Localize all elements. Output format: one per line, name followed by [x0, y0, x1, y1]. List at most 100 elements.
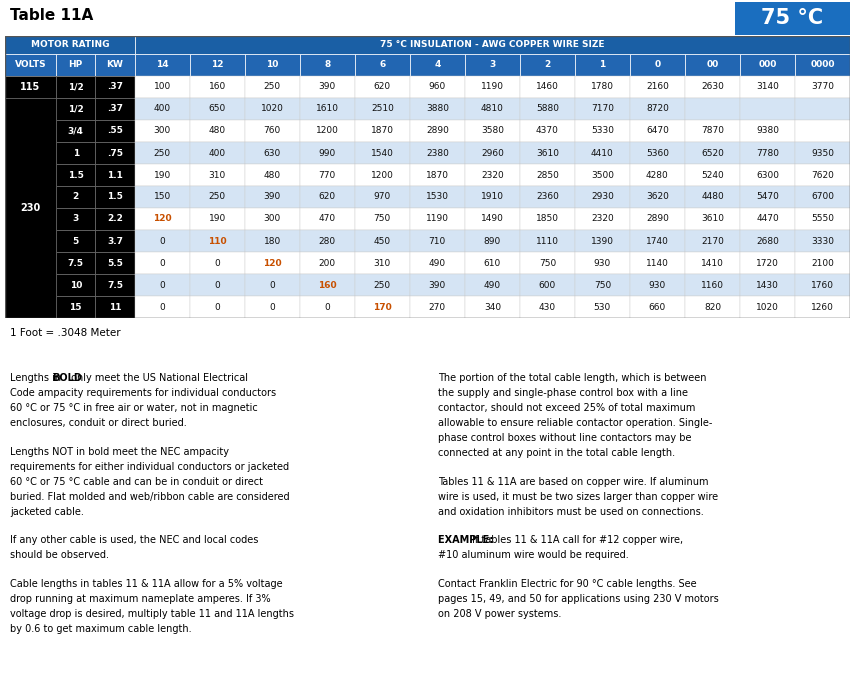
Bar	[96, 274, 135, 296]
Text: 620: 620	[319, 192, 336, 201]
Bar	[190, 252, 245, 274]
Text: 5550: 5550	[811, 214, 834, 223]
Bar	[410, 186, 465, 208]
Text: Tables 11 & 11A are based on copper wire. If aluminum: Tables 11 & 11A are based on copper wire…	[438, 477, 708, 486]
Bar	[5, 98, 56, 318]
Text: 5240: 5240	[701, 170, 724, 179]
Text: 5470: 5470	[756, 192, 779, 201]
Text: Cable lengths in tables 11 & 11A allow for a 5% voltage: Cable lengths in tables 11 & 11A allow f…	[10, 579, 283, 589]
Text: 170: 170	[373, 302, 392, 311]
Bar	[135, 120, 190, 142]
Text: 490: 490	[484, 280, 501, 289]
Bar	[410, 230, 465, 252]
Bar	[96, 208, 135, 230]
Text: Contact Franklin Electric for 90 °C cable lengths. See: Contact Franklin Electric for 90 °C cabl…	[438, 579, 696, 589]
Text: 230: 230	[21, 203, 41, 213]
Text: 6300: 6300	[756, 170, 779, 179]
Bar	[795, 252, 850, 274]
Text: 2630: 2630	[701, 82, 724, 91]
Text: 480: 480	[209, 126, 226, 135]
Bar	[355, 76, 410, 98]
Bar	[520, 230, 575, 252]
Bar	[740, 252, 795, 274]
Text: 1190: 1190	[481, 82, 504, 91]
Bar	[135, 164, 190, 186]
Text: 4480: 4480	[701, 192, 724, 201]
Text: 490: 490	[428, 258, 446, 267]
Text: 1.5: 1.5	[107, 192, 123, 201]
Text: 930: 930	[593, 258, 611, 267]
Bar	[520, 208, 575, 230]
Bar	[56, 208, 96, 230]
Text: 1190: 1190	[426, 214, 449, 223]
Bar	[575, 208, 630, 230]
Bar	[135, 186, 190, 208]
Bar	[135, 36, 850, 54]
Text: 120: 120	[263, 258, 281, 267]
Text: 2160: 2160	[646, 82, 669, 91]
Text: 3880: 3880	[426, 104, 449, 113]
Bar	[795, 120, 850, 142]
Text: 1/2: 1/2	[68, 104, 84, 113]
Bar	[5, 120, 56, 142]
Bar	[740, 274, 795, 296]
Bar	[520, 164, 575, 186]
Bar	[96, 296, 135, 318]
Text: 1740: 1740	[646, 236, 669, 245]
Bar	[465, 164, 520, 186]
Bar	[465, 76, 520, 98]
Bar	[135, 142, 190, 164]
Text: 3.7: 3.7	[107, 236, 123, 245]
Text: 110: 110	[208, 236, 227, 245]
Text: 8720: 8720	[646, 104, 669, 113]
Bar	[245, 296, 300, 318]
Text: 2680: 2680	[756, 236, 779, 245]
Bar	[685, 208, 740, 230]
Bar	[575, 296, 630, 318]
Text: 1850: 1850	[536, 214, 559, 223]
Bar	[96, 54, 135, 76]
Bar	[56, 230, 96, 252]
Bar	[300, 120, 355, 142]
Bar	[56, 186, 96, 208]
Text: 0: 0	[159, 280, 165, 289]
Bar	[575, 142, 630, 164]
Text: should be observed.: should be observed.	[10, 550, 109, 560]
Text: HP: HP	[68, 60, 83, 69]
Bar	[410, 76, 465, 98]
Text: 1.5: 1.5	[68, 170, 84, 179]
Text: by 0.6 to get maximum cable length.: by 0.6 to get maximum cable length.	[10, 624, 192, 634]
Text: 11: 11	[109, 302, 121, 311]
Text: 470: 470	[319, 214, 336, 223]
Text: 1870: 1870	[371, 126, 394, 135]
Bar	[190, 296, 245, 318]
Text: 1260: 1260	[811, 302, 834, 311]
Text: Code ampacity requirements for individual conductors: Code ampacity requirements for individua…	[10, 388, 276, 398]
Bar	[190, 186, 245, 208]
Bar	[630, 274, 685, 296]
Text: 1.1: 1.1	[107, 170, 123, 179]
Bar	[795, 274, 850, 296]
Bar	[135, 296, 190, 318]
Bar	[135, 76, 190, 98]
Bar	[56, 142, 96, 164]
Bar	[56, 296, 96, 318]
Bar	[56, 76, 96, 98]
Text: BOLD: BOLD	[53, 373, 82, 383]
Bar	[685, 274, 740, 296]
Text: 5: 5	[73, 236, 79, 245]
Text: 2360: 2360	[536, 192, 559, 201]
Text: 120: 120	[153, 214, 172, 223]
Text: 430: 430	[539, 302, 556, 311]
Text: 390: 390	[263, 192, 281, 201]
Text: drop running at maximum nameplate amperes. If 3%: drop running at maximum nameplate ampere…	[10, 594, 271, 604]
Bar	[410, 296, 465, 318]
Text: 820: 820	[704, 302, 721, 311]
Bar	[245, 76, 300, 98]
Bar	[96, 164, 135, 186]
Text: KW: KW	[107, 60, 123, 69]
Bar	[630, 142, 685, 164]
Text: 15: 15	[69, 302, 82, 311]
Text: only meet the US National Electrical: only meet the US National Electrical	[68, 373, 248, 383]
Text: 1 Foot = .3048 Meter: 1 Foot = .3048 Meter	[10, 328, 121, 338]
